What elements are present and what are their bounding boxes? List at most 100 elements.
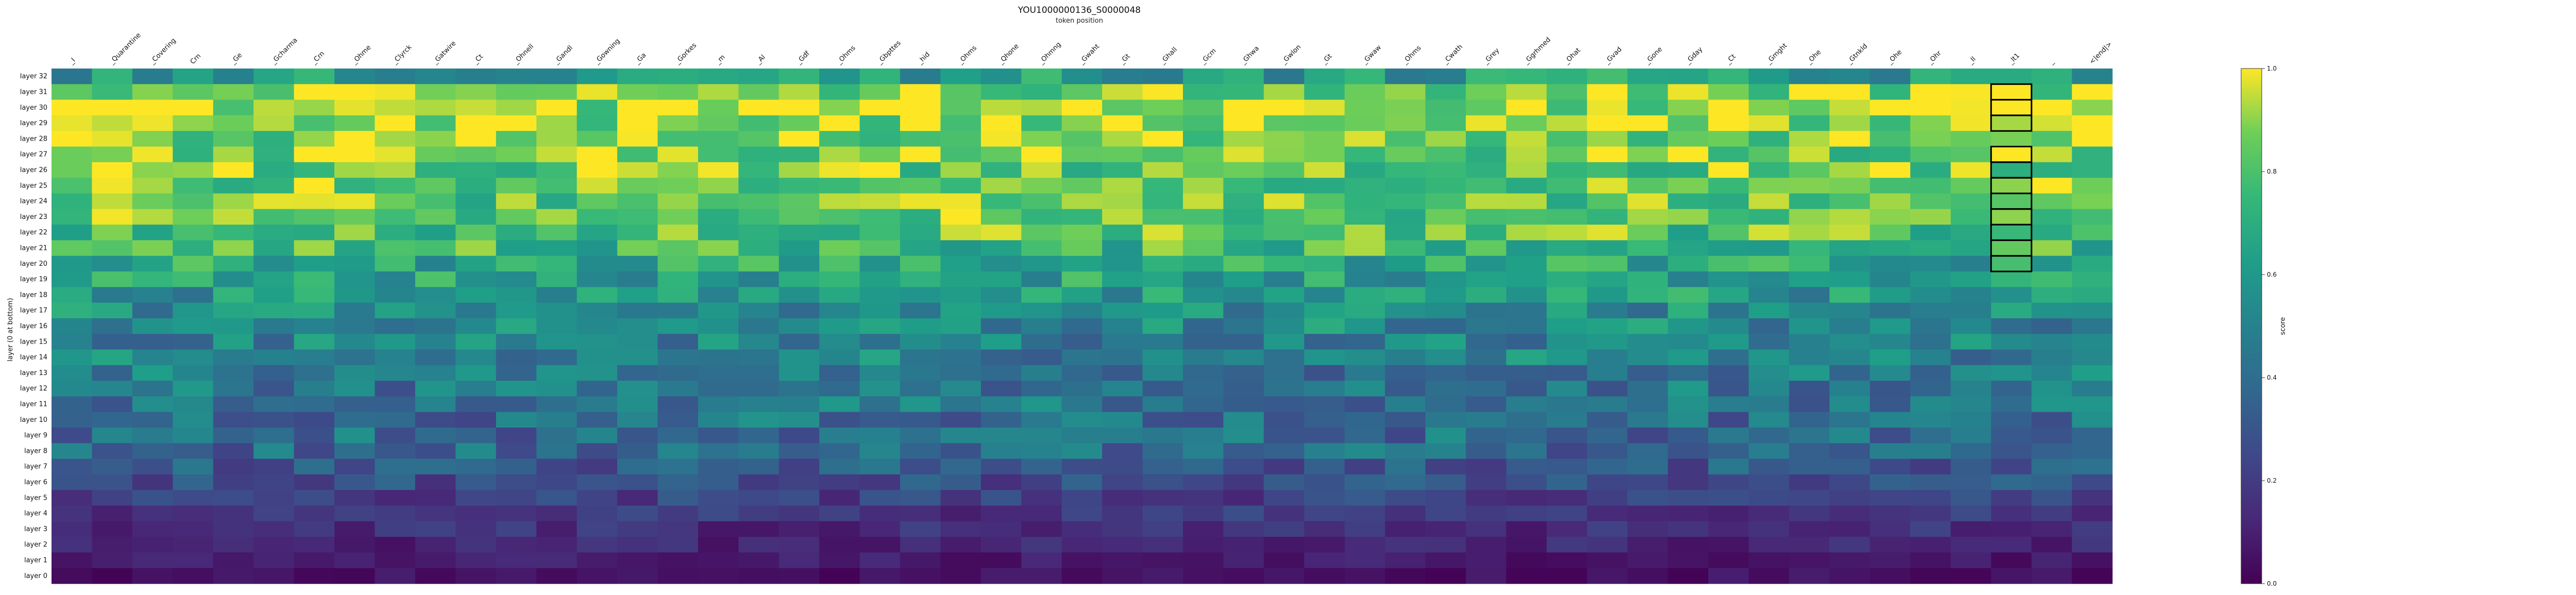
heatmap-cell bbox=[213, 443, 254, 460]
heatmap-cell bbox=[1021, 178, 1062, 194]
heatmap-cell bbox=[1102, 193, 1143, 210]
heatmap-cell bbox=[2031, 131, 2073, 147]
heatmap-cell bbox=[738, 162, 779, 178]
y-tick-label: layer 2 bbox=[24, 541, 47, 549]
heatmap-cell bbox=[1829, 334, 1870, 350]
heatmap-cell bbox=[2072, 412, 2113, 428]
heatmap-cell bbox=[1749, 84, 1790, 100]
heatmap-cell bbox=[1466, 349, 1507, 366]
heatmap-cell bbox=[2072, 146, 2113, 163]
x-tick-label: _Gwaw bbox=[1361, 44, 1383, 66]
heatmap-cell bbox=[1263, 505, 1304, 522]
heatmap-cell bbox=[496, 131, 537, 147]
heatmap-cell bbox=[2072, 505, 2113, 522]
heatmap-cell bbox=[940, 396, 981, 413]
heatmap-cell bbox=[1829, 568, 1870, 584]
heatmap-cell bbox=[1263, 99, 1304, 116]
heatmap-cell bbox=[496, 396, 537, 413]
heatmap-cell bbox=[1183, 458, 1224, 475]
heatmap-cell bbox=[1102, 225, 1143, 241]
heatmap-cell bbox=[577, 178, 618, 194]
heatmap-cell bbox=[1870, 490, 1911, 506]
heatmap-cell bbox=[334, 287, 375, 303]
heatmap-cell bbox=[253, 334, 295, 350]
heatmap-cell bbox=[1263, 474, 1304, 490]
heatmap-cell bbox=[1061, 178, 1103, 194]
heatmap-cell bbox=[1951, 84, 1992, 100]
heatmap-cell bbox=[1870, 287, 1911, 303]
heatmap-cell bbox=[496, 318, 537, 334]
heatmap-cell bbox=[819, 381, 860, 397]
heatmap-cell bbox=[536, 271, 578, 287]
heatmap-cell bbox=[900, 458, 941, 475]
heatmap-cell bbox=[294, 365, 335, 381]
heatmap-cell bbox=[657, 209, 699, 225]
heatmap-cell bbox=[253, 69, 295, 84]
heatmap-cell bbox=[940, 568, 981, 584]
heatmap-cell bbox=[1142, 162, 1183, 178]
heatmap-cell bbox=[1102, 474, 1143, 490]
heatmap-cell bbox=[778, 115, 820, 131]
heatmap-cell bbox=[1304, 146, 1345, 163]
heatmap-cell bbox=[577, 146, 618, 163]
heatmap-cell bbox=[132, 505, 173, 522]
heatmap-cell bbox=[52, 537, 92, 553]
heatmap-cell bbox=[1061, 365, 1103, 381]
heatmap-cell bbox=[455, 427, 497, 444]
heatmap-cell bbox=[1789, 443, 1830, 460]
heatmap-cell bbox=[2031, 69, 2073, 84]
heatmap-cell bbox=[1951, 443, 1992, 460]
heatmap-cell bbox=[1668, 225, 1709, 241]
heatmap-cell bbox=[1304, 84, 1345, 100]
heatmap-cell bbox=[1991, 84, 2032, 100]
heatmap-cell bbox=[900, 365, 941, 381]
heatmap-cell bbox=[1425, 131, 1466, 147]
heatmap-cell bbox=[577, 552, 618, 569]
heatmap-cell bbox=[415, 115, 456, 131]
heatmap-cell bbox=[1546, 381, 1587, 397]
heatmap-cell bbox=[1627, 552, 1668, 569]
heatmap-cell bbox=[1385, 131, 1426, 147]
heatmap-cell bbox=[253, 458, 295, 475]
heatmap-cell bbox=[1506, 178, 1547, 194]
heatmap-cell bbox=[1142, 412, 1183, 428]
heatmap-cell bbox=[536, 334, 578, 350]
heatmap-cell bbox=[1061, 396, 1103, 413]
x-tick-label: _Gwaht bbox=[1078, 43, 1101, 66]
heatmap-cell bbox=[496, 193, 537, 210]
heatmap-cell bbox=[1546, 334, 1587, 350]
heatmap-cell bbox=[1910, 146, 1951, 163]
heatmap-cell bbox=[1385, 427, 1426, 444]
y-tick-label: layer 27 bbox=[20, 151, 47, 159]
heatmap-cell bbox=[496, 256, 537, 272]
heatmap-cell bbox=[1466, 318, 1507, 334]
heatmap-cell bbox=[455, 334, 497, 350]
heatmap-cell bbox=[375, 115, 416, 131]
heatmap-cell bbox=[2072, 458, 2113, 475]
heatmap-cell bbox=[536, 552, 578, 569]
heatmap-cell bbox=[1789, 318, 1830, 334]
heatmap-cell bbox=[455, 474, 497, 490]
heatmap-cell bbox=[496, 490, 537, 506]
heatmap-cell bbox=[738, 334, 779, 350]
heatmap-cell bbox=[213, 256, 254, 272]
heatmap-cell bbox=[213, 162, 254, 178]
heatmap-cell bbox=[1466, 209, 1507, 225]
heatmap-cell bbox=[1749, 427, 1790, 444]
heatmap-cell bbox=[1829, 287, 1870, 303]
heatmap-cell bbox=[698, 256, 739, 272]
heatmap-cell bbox=[698, 490, 739, 506]
heatmap-cell bbox=[1223, 381, 1264, 397]
heatmap-cell bbox=[132, 131, 173, 147]
y-tick-label: layer 24 bbox=[20, 198, 47, 206]
x-tick-label: _Gorkes bbox=[673, 41, 698, 66]
heatmap-cell bbox=[698, 427, 739, 444]
heatmap-cell bbox=[2072, 490, 2113, 506]
heatmap-cell bbox=[1102, 568, 1143, 584]
heatmap-cell bbox=[1466, 365, 1507, 381]
heatmap-cell bbox=[1829, 225, 1870, 241]
heatmap-cell bbox=[1506, 302, 1547, 319]
heatmap-cell bbox=[132, 365, 173, 381]
heatmap-cell bbox=[1344, 162, 1385, 178]
heatmap-cell bbox=[1829, 349, 1870, 366]
